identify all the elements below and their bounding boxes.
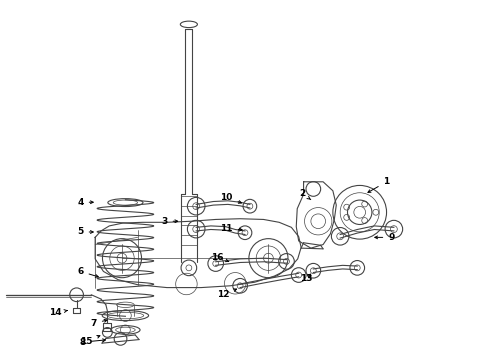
Text: 5: 5 xyxy=(77,228,93,237)
Text: 12: 12 xyxy=(217,289,237,299)
Text: 4: 4 xyxy=(77,198,93,207)
Text: 3: 3 xyxy=(161,217,178,226)
Text: 2: 2 xyxy=(299,189,311,199)
Text: 15: 15 xyxy=(80,336,100,346)
Text: 16: 16 xyxy=(211,253,229,262)
Text: 13: 13 xyxy=(300,274,312,283)
Text: 10: 10 xyxy=(220,193,242,203)
Text: 1: 1 xyxy=(368,177,390,193)
Text: 9: 9 xyxy=(375,233,394,242)
Text: 14: 14 xyxy=(49,308,68,317)
Text: 7: 7 xyxy=(91,319,107,328)
Text: 6: 6 xyxy=(77,267,98,277)
Text: 8: 8 xyxy=(80,338,105,347)
Text: 11: 11 xyxy=(220,224,242,233)
